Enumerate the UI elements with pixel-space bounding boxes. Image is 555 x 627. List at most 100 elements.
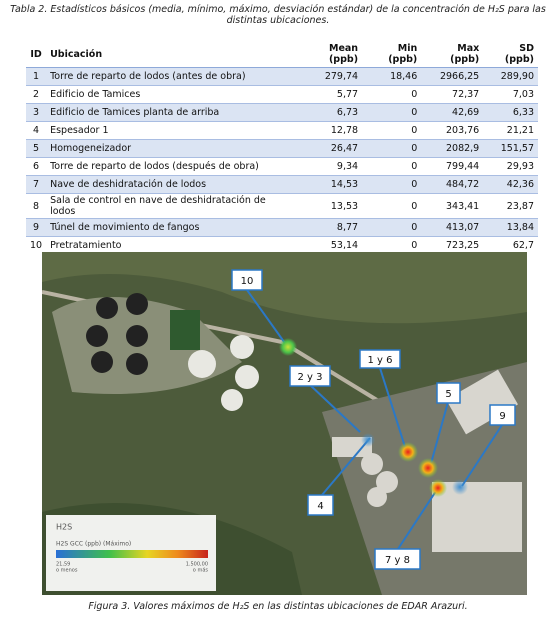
- legend: H2S H2S GCC (ppb) (Máximo) 21,59 o menos…: [46, 515, 216, 591]
- table-cell: 0: [362, 139, 422, 158]
- location-label: 4: [317, 501, 323, 512]
- legend-min-note: o menos: [56, 568, 78, 574]
- table-row: 5 Homogeneizador 26,47 0 2082,9 151,57: [26, 139, 538, 158]
- label-box: [289, 365, 331, 387]
- table-cell: Pretratamiento: [50, 240, 122, 251]
- location-label: 10: [241, 276, 254, 287]
- table-row: 4 Espesador 1 12,78 0 203,76 21,21: [26, 122, 538, 140]
- table-cell: 0: [411, 240, 418, 251]
- table-cell: 484,72: [421, 175, 484, 194]
- legend-title: H2S: [56, 523, 72, 532]
- map-labels: 10 1 y 6 2 y 3 5 9 4 7 y 8: [231, 269, 516, 570]
- table-cell: 343,41: [445, 200, 480, 212]
- table-cell: 42,36: [483, 175, 538, 194]
- leader-lines: [246, 289, 503, 550]
- table-cell: Edificio de Tamices planta de arriba: [46, 103, 294, 122]
- table-cell: 18,46: [362, 67, 422, 86]
- table-row: 3 Edificio de Tamices planta de arriba 6,7…: [26, 103, 538, 122]
- table-cell: 0: [411, 161, 418, 172]
- location-label: 1 y 6: [368, 355, 393, 366]
- table-cell: 6: [33, 161, 40, 172]
- table-cell: 5: [26, 139, 47, 158]
- legend-max-note: o más: [193, 567, 209, 574]
- table-cell: 0: [411, 89, 418, 100]
- table-cell: 13,84: [483, 218, 538, 237]
- header-cell: Mean (ppb): [293, 41, 363, 68]
- table-cell: 799,44: [445, 161, 480, 172]
- table-cell: 203,76: [445, 125, 480, 136]
- table-cell: 413,07: [421, 218, 484, 237]
- table-cell: 72,37: [452, 89, 480, 100]
- stats-table: ID Ubicación Mean (ppb) Min (ppb) Max (ppb) S…: [26, 41, 538, 254]
- table-cell: 5,77: [336, 89, 359, 100]
- table-cell: 9: [26, 218, 47, 237]
- legend-subtitle: H2S GCC (ppb) (Máximo): [56, 541, 131, 548]
- table-cell: 42,69: [421, 103, 484, 122]
- legend-max: 1.500,00: [186, 562, 208, 568]
- table-cell: 26,47: [293, 139, 363, 158]
- table-row: 6 Torre de reparto de lodos (después de o…: [26, 158, 538, 176]
- table-cell: 29,93: [506, 161, 534, 172]
- table-cell: 0: [411, 200, 418, 212]
- table-row: 2 Edificio de Tamices 5,77 0 72,37 7,03: [26, 86, 538, 104]
- table-cell: 0: [362, 103, 422, 122]
- table-cell: 21,21: [506, 125, 534, 136]
- table-row: 9 Túnel de movimiento de fangos 8,77 0 413,0…: [26, 218, 538, 237]
- table-cell: 23,87: [506, 200, 534, 212]
- header-row: ID Ubicación Mean (ppb) Min (ppb) Max (ppb) S…: [26, 41, 538, 68]
- clarifiers: [188, 335, 259, 411]
- location-label: 7 y 8: [385, 555, 410, 566]
- table-cell: 9,34: [336, 161, 359, 172]
- header-cell: SD (ppb): [483, 41, 538, 68]
- table-cell: 3: [26, 103, 47, 122]
- location-label: 9: [499, 411, 505, 422]
- table-cell: 1: [26, 67, 47, 86]
- table-cell: 13,53: [330, 200, 359, 212]
- table-cell: 2966,25: [421, 67, 484, 86]
- header-cell: Ubicación: [46, 41, 294, 68]
- table-cell: 8: [33, 200, 40, 212]
- table-cell: Edificio de Tamices: [50, 89, 141, 100]
- legend-scale: [56, 550, 208, 558]
- table-cell: Torre de reparto de lodos (después de ob…: [50, 161, 259, 172]
- table-cell: 723,25: [445, 240, 480, 251]
- table-cell: Espesador 1: [50, 125, 109, 136]
- location-label: 5: [445, 389, 451, 400]
- aerial-map: 10 1 y 6 2 y 3 5 9 4 7 y 8 H2S H2S GCC (ppb) (…: [42, 252, 527, 595]
- hotspots: [279, 338, 468, 497]
- table-cell: Sala de control en nave de deshidratació…: [50, 195, 266, 217]
- table-cell: 62,7: [512, 240, 534, 251]
- table-cell: 4: [33, 125, 40, 136]
- table-cell: 53,14: [330, 240, 359, 251]
- table-cell: 279,74: [293, 67, 363, 86]
- table-cell: Homogeneizador: [46, 139, 294, 158]
- label-box: [231, 269, 263, 291]
- label-box: [374, 548, 421, 570]
- legend-min: 21,59: [56, 562, 70, 568]
- location-label: 2 y 3: [298, 372, 323, 383]
- table-cell: 12,78: [330, 125, 359, 136]
- table-cell: Túnel de movimiento de fangos: [46, 218, 294, 237]
- header-cell: Max (ppb): [421, 41, 484, 68]
- header-cell: Min (ppb): [362, 41, 422, 68]
- table-cell: 0: [362, 175, 422, 194]
- table-cell: 151,57: [483, 139, 538, 158]
- label-box: [359, 349, 401, 369]
- table-caption: Tabla 2. Estadísticos básicos (media, mí…: [10, 4, 546, 26]
- basin: [170, 310, 200, 350]
- table-cell: 2082,9: [421, 139, 484, 158]
- field: [42, 252, 527, 324]
- table-cell: 10: [30, 240, 43, 251]
- table-row: 10 Pretratamiento 53,14 0 723,25 62,7: [26, 237, 538, 255]
- tanks: [86, 293, 148, 375]
- table-cell: 289,90: [483, 67, 538, 86]
- table-body: 1 Torre de reparto de lodos (antes de obr…: [26, 67, 538, 255]
- table-cell: Torre de reparto de lodos (antes de obra…: [46, 67, 294, 86]
- table-cell: Nave de deshidratación de lodos: [46, 175, 294, 194]
- table-row: 8 Sala de control en nave de deshidrataci…: [26, 194, 538, 219]
- label-box: [307, 494, 334, 516]
- table-row: 1 Torre de reparto de lodos (antes de obr…: [26, 67, 538, 86]
